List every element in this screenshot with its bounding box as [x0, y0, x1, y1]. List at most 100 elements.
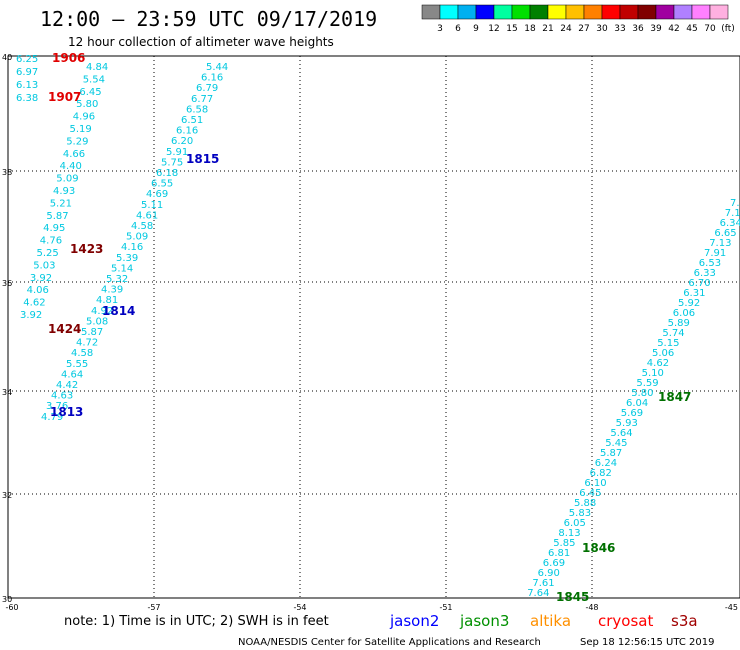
swh-value: 4.93	[53, 186, 75, 197]
swh-value: 4.40	[60, 161, 82, 172]
swh-value: 6.82	[590, 468, 612, 479]
swh-value: 5.69	[621, 408, 643, 419]
swh-value: 5.03	[33, 260, 55, 271]
legend-swatch	[709, 4, 729, 20]
swh-value: 6.24	[595, 458, 617, 469]
swh-value: 5.93	[616, 418, 638, 429]
legend-tick-label: 42	[668, 24, 679, 34]
swh-value: 4.72	[76, 338, 98, 349]
swh-value: 6.77	[191, 94, 213, 105]
swh-value: 6.38	[16, 93, 38, 104]
longitude-label: -57	[147, 603, 160, 612]
swh-value: 5.91	[166, 147, 188, 158]
latitude-label: 32	[2, 491, 12, 500]
swh-value: 6.16	[176, 126, 198, 137]
pass-time-label: 1907	[48, 90, 81, 104]
legend-swatch	[511, 4, 531, 20]
pass-time-label: 1813	[50, 405, 83, 419]
swh-value: 4.58	[131, 221, 153, 232]
swh-value: 5.45	[605, 438, 627, 449]
longitude-label: -45	[725, 603, 738, 612]
swh-value: 5.19	[70, 124, 92, 135]
map-frame	[7, 55, 740, 599]
satellite-jason2-label: jason2	[389, 612, 439, 630]
legend-tick-label: 24	[560, 24, 572, 34]
swh-value: 6.31	[683, 288, 705, 299]
pass-time-label: 1424	[48, 322, 81, 336]
pass-time-label: 1846	[582, 541, 615, 555]
swh-value: 6.04	[626, 398, 648, 409]
swh-value: 5.25	[37, 248, 59, 259]
swh-value: 5.06	[652, 348, 674, 359]
swh-value: 5.87	[81, 327, 103, 338]
legend-tick-label: 9	[473, 24, 479, 34]
footer-timestamp: Sep 18 12:56:15 UTC 2019	[580, 637, 714, 648]
swh-value: 7.64	[527, 588, 549, 599]
swh-value: 4.96	[73, 112, 95, 123]
swh-value: 6.79	[196, 83, 218, 94]
swh-value: 4.64	[61, 369, 83, 380]
graticule	[8, 56, 740, 598]
swh-value: 6.13	[16, 80, 38, 91]
latitude-label: 40	[2, 53, 12, 62]
legend-swatch	[529, 4, 549, 20]
swh-value: 6.53	[699, 258, 721, 269]
legend-tick-label: 6	[455, 24, 461, 34]
legend-swatch	[601, 4, 621, 20]
footer-credit: NOAA/NESDIS Center for Satellite Applica…	[238, 637, 541, 648]
legend-tick-label: 70	[704, 24, 716, 34]
swh-value: 3.92	[30, 273, 52, 284]
swh-value: 5.55	[66, 359, 88, 370]
pass-time-label: 1845	[556, 590, 589, 604]
satellite-jason3-label: jason3	[459, 612, 509, 630]
swh-value: 4.81	[96, 295, 118, 306]
swh-value: 6.97	[16, 67, 38, 78]
swh-value: 6.05	[564, 518, 586, 529]
swh-value: 5.14	[111, 263, 133, 274]
satellite-legend: jason2 jason3 altika cryosat s3a	[389, 612, 698, 630]
latitude-labels: 40 38 36 34 32 30	[2, 53, 12, 604]
swh-value: 4.58	[71, 348, 93, 359]
swh-value: 4.69	[146, 189, 168, 200]
swh-value: 5.64	[610, 428, 632, 439]
swh-value: 6.16	[201, 73, 223, 84]
legend-swatch	[673, 4, 693, 20]
swh-value: 4.95	[43, 223, 65, 234]
swh-value: 6.33	[694, 268, 716, 279]
legend-tick-label: 12	[488, 24, 499, 34]
swh-value: 5.44	[206, 62, 228, 73]
swh-value: 4.16	[121, 242, 143, 253]
legend-swatch	[457, 4, 477, 20]
legend-tick-label: 15	[506, 24, 517, 34]
satellite-altika-label: altika	[530, 612, 571, 630]
legend-tick-label: 39	[650, 24, 662, 34]
legend-swatch	[655, 4, 675, 20]
legend-tick-label: 45	[686, 24, 697, 34]
satellite-s3a-label: s3a	[671, 612, 698, 630]
swh-value: 4.39	[101, 285, 123, 296]
swh-value: 7.2	[730, 198, 740, 209]
swh-value: 4.79	[41, 412, 63, 423]
swh-value: 5.15	[657, 338, 679, 349]
pass-time-label: 1815	[186, 152, 219, 166]
legend-swatch	[637, 4, 657, 20]
swh-value: 7.91	[704, 248, 726, 259]
swh-value: 4.63	[51, 391, 73, 402]
swh-value: 6.06	[673, 308, 695, 319]
latitude-label: 34	[2, 388, 12, 397]
latitude-label: 38	[2, 168, 12, 177]
swh-value: 6.18	[156, 168, 178, 179]
pass-time-labels: 1906 1907 1815 1423 1814 1424 1813 1847 1846 1845	[48, 51, 691, 604]
swh-value: 5.39	[116, 253, 138, 264]
swh-value: 6.51	[181, 115, 203, 126]
swh-value: 5.21	[50, 198, 72, 209]
swh-value: 5.85	[553, 538, 575, 549]
legend-tick-label: 36	[632, 24, 644, 34]
legend-tick-label: 3	[437, 24, 443, 34]
swh-value: 6.81	[548, 548, 570, 559]
swh-value: 5.09	[126, 232, 148, 243]
swh-value: 5.87	[600, 448, 622, 459]
swh-value: 6.58	[186, 104, 208, 115]
longitude-label: -51	[439, 603, 452, 612]
